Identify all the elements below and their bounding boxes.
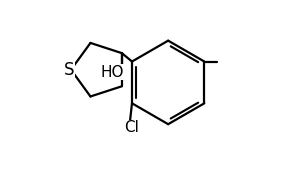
Text: S: S — [64, 61, 74, 79]
Text: Cl: Cl — [124, 120, 139, 135]
Text: HO: HO — [100, 65, 124, 80]
